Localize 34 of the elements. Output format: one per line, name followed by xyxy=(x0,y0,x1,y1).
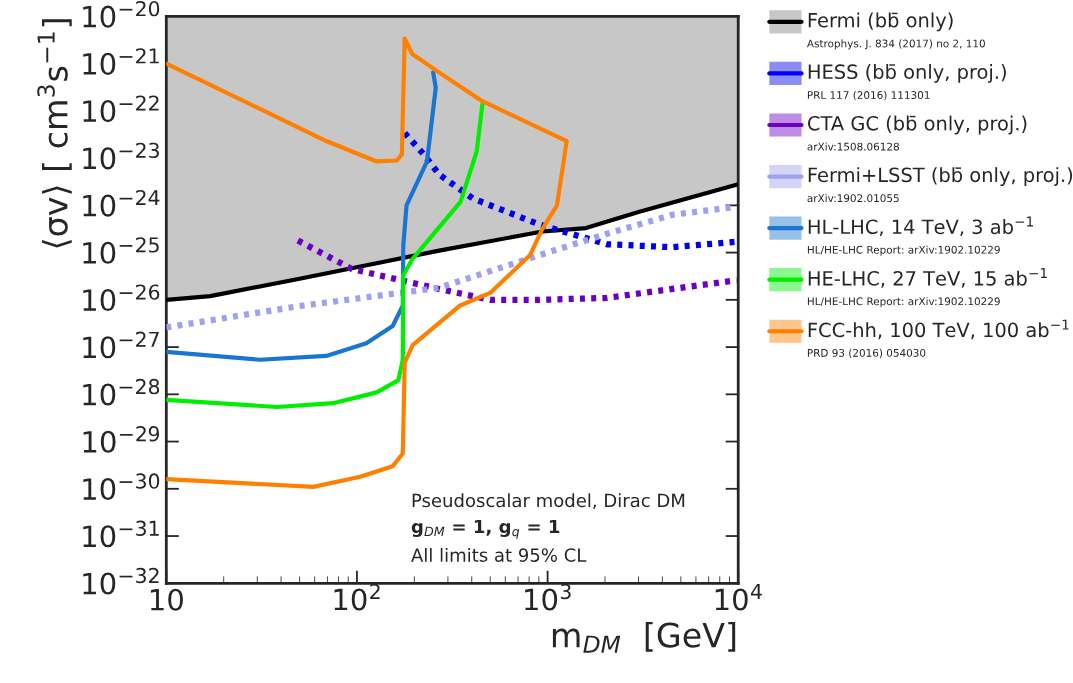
y-tick-label: 10$^{−30}$ xyxy=(83,473,160,501)
text: HL/HE-LHC Report: arXiv:1902.10229 xyxy=(807,245,1000,256)
legend-label: Fermi+LSST (bb̄ only, proj.) xyxy=(808,167,1073,186)
y-tick-label: 10$^{−28}$ xyxy=(83,378,160,406)
y-tick-label: 10$^{−25}$ xyxy=(83,237,159,264)
text: PRL 117 (2016) 111301 xyxy=(807,90,930,101)
text: arXiv:1902.01055 xyxy=(807,194,899,203)
y-tick-label: 10$^{−20}$ xyxy=(83,0,160,28)
annotation: All limits at 95% CL xyxy=(411,547,587,562)
y-tick-label: 10$^{−26}$ xyxy=(83,284,160,312)
y-tick-label: 10$^{−27}$ xyxy=(83,331,159,359)
legend-label: Fermi (bb̄ only) xyxy=(808,12,953,32)
annotation: Pseudoscalar model, Dirac DM xyxy=(412,493,685,510)
legend-label: HL-LHC, 14 TeV, 3 ab$^{−1}$ xyxy=(808,216,1033,237)
x-tick-label: 10$^{2}$ xyxy=(334,583,380,611)
y-tick-label: 10$^{−22}$ xyxy=(83,95,159,123)
legend-label: HE-LHC, 27 TeV, 15 ab$^{−1}$ xyxy=(808,268,1047,288)
text: PRD 93 (2016) 054030 xyxy=(807,348,926,359)
y-tick-label: 10$^{−24}$ xyxy=(83,189,160,217)
y-tick-label: 10$^{−23}$ xyxy=(83,142,159,170)
x-tick-label: 10$^{4}$ xyxy=(715,584,762,611)
legend-label: FCC-hh, 100 TeV, 100 ab$^{−1}$ xyxy=(808,319,1069,340)
text: arXiv:1508.06128 xyxy=(807,142,899,151)
legend-label: HESS (bb̄ only, proj.) xyxy=(808,64,1006,83)
y-tick-label: 10$^{−31}$ xyxy=(83,520,159,548)
y-tick-label: 10$^{−21}$ xyxy=(83,48,159,75)
text: Astrophys. J. 834 (2017) no 2, 110 xyxy=(806,39,985,50)
annotation: g$_{DM}$ = 1, g$_{q}$ = 1 xyxy=(411,519,560,539)
y-axis-title: ⟨σv⟩ [ cm$^{3}$s$^{−1}$] xyxy=(37,19,72,248)
x-axis-title: m$_{DM}$ [GeV] xyxy=(552,621,736,653)
text: HL/HE-LHC Report: arXiv:1902.10229 xyxy=(807,297,1000,308)
x-tick-label: 10$^{3}$ xyxy=(525,583,571,611)
y-tick-label: 10$^{−29}$ xyxy=(83,426,160,453)
legend-label: CTA GC (bb̄ only, proj.) xyxy=(807,115,1027,135)
